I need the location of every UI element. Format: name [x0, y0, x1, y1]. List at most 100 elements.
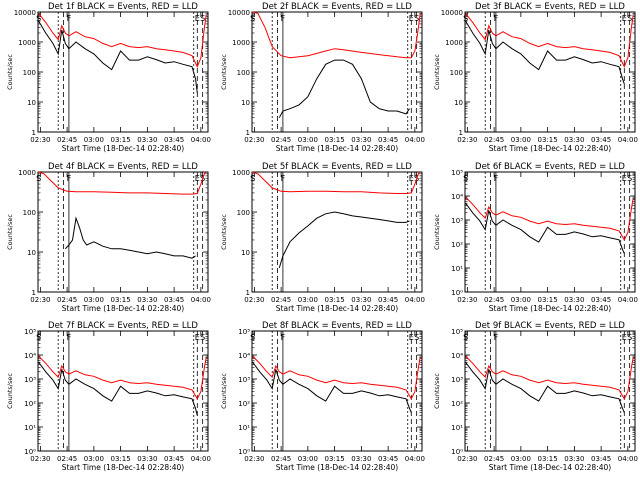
x-axis-label: Start Time (18-Dec-14 02:28:40) — [489, 463, 611, 472]
y-tick-label: 100 — [450, 69, 463, 77]
x-tick-label: 02:45 — [57, 136, 77, 144]
chart-title: Det 8f BLACK = Events, RED = LLD — [262, 321, 412, 331]
y-tick-label: 100 — [237, 69, 250, 77]
y-tick-label: 10 — [27, 249, 36, 257]
events-series-line — [64, 216, 196, 259]
x-tick-label: 03:00 — [84, 455, 104, 463]
chart-title: Det 6f BLACK = Events, RED = LLD — [475, 162, 625, 172]
x-tick-label: 02:30 — [457, 136, 477, 144]
events-series-line — [38, 361, 198, 416]
x-axis-label: Start Time (18-Dec-14 02:28:40) — [489, 144, 611, 153]
interval-marker-label: S — [463, 174, 468, 183]
y-axis-label: Counts/sec — [433, 54, 441, 90]
lld-series-line — [465, 13, 634, 68]
x-tick-label: 03:00 — [298, 136, 318, 144]
y-tick-label: 10¹ — [24, 424, 36, 432]
y-tick-label: 1 — [459, 129, 463, 137]
events-series-line — [278, 59, 410, 118]
x-tick-label: 03:15 — [111, 296, 131, 304]
x-tick-label: 03:45 — [591, 296, 611, 304]
y-tick-label: 1 — [246, 129, 250, 137]
plot-frame — [464, 171, 636, 293]
y-tick-label: 1000 — [18, 169, 36, 177]
x-tick-label: 04:00 — [191, 296, 211, 304]
y-tick-label: 10¹ — [451, 424, 463, 432]
y-tick-label: 10³ — [24, 376, 36, 384]
y-tick-label: 10⁵ — [238, 328, 250, 336]
x-tick-label: 02:45 — [271, 455, 291, 463]
x-tick-label: 02:30 — [244, 455, 264, 463]
x-tick-label: 02:30 — [30, 136, 50, 144]
x-tick-label: 04:00 — [405, 296, 425, 304]
y-tick-label: 1 — [32, 129, 36, 137]
plot-frame — [37, 171, 209, 293]
x-tick-label: 03:15 — [325, 296, 345, 304]
x-tick-label: 03:15 — [111, 136, 131, 144]
y-tick-label: 10³ — [238, 376, 250, 384]
chart-panel: Det 4f BLACK = Events, RED = LLD 1 10 100 10… — [6, 162, 211, 313]
interval-marker-label: F — [67, 14, 72, 23]
y-axis-label: Counts/sec — [433, 373, 441, 409]
chart-panel: Det 7f BLACK = Events, RED = LLD 10⁰ 10¹ 10… — [6, 321, 211, 472]
y-tick-label: 10000 — [14, 9, 36, 17]
y-tick-label: 10⁵ — [451, 169, 463, 177]
chart-panel: Det 5f BLACK = Events, RED = LLD 1 10 100 10… — [220, 162, 425, 313]
interval-marker-label: S — [200, 14, 205, 23]
x-tick-label: 03:00 — [84, 296, 104, 304]
interval-marker-label: S — [627, 174, 632, 183]
y-axis-label: Counts/sec — [6, 373, 14, 409]
interval-marker-label: F — [67, 333, 72, 342]
x-tick-label: 04:00 — [405, 136, 425, 144]
y-axis-label: Counts/sec — [6, 54, 14, 90]
y-tick-label: 10² — [451, 400, 463, 408]
x-tick-label: 03:30 — [351, 136, 371, 144]
interval-marker-label: S — [250, 174, 255, 183]
y-tick-label: 10000 — [228, 9, 250, 17]
chart-panel: Det 3f BLACK = Events, RED = LLD 1 10 100 10… — [433, 2, 638, 153]
interval-marker-label: S — [414, 333, 419, 342]
x-tick-label: 03:45 — [164, 296, 184, 304]
x-tick-label: 02:30 — [30, 455, 50, 463]
interval-marker-label: F — [67, 174, 72, 183]
x-tick-label: 02:45 — [484, 455, 504, 463]
interval-marker-label: F — [281, 14, 286, 23]
y-axis-label: Counts/sec — [220, 214, 228, 250]
x-tick-label: 03:00 — [511, 296, 531, 304]
y-tick-label: 1000 — [18, 39, 36, 47]
x-axis-label: Start Time (18-Dec-14 02:28:40) — [276, 463, 398, 472]
x-tick-label: 03:15 — [538, 296, 558, 304]
x-tick-label: 04:00 — [191, 136, 211, 144]
interval-marker-label: S — [36, 174, 41, 183]
x-tick-label: 03:45 — [164, 136, 184, 144]
interval-marker-label: S — [627, 14, 632, 23]
lld-series-line — [38, 355, 207, 400]
y-tick-label: 10³ — [451, 217, 463, 225]
x-tick-label: 03:45 — [378, 136, 398, 144]
x-tick-label: 03:00 — [511, 136, 531, 144]
y-tick-label: 10² — [24, 400, 36, 408]
x-tick-label: 02:45 — [57, 296, 77, 304]
x-tick-label: 04:00 — [618, 136, 638, 144]
x-axis-label: Start Time (18-Dec-14 02:28:40) — [62, 304, 184, 313]
chart-panel: Det 2f BLACK = Events, RED = LLD 1 10 100 10… — [220, 2, 425, 153]
events-series-line — [465, 202, 625, 254]
chart-panel: Det 6f BLACK = Events, RED = LLD 10⁰ 10¹ 10… — [433, 162, 638, 313]
interval-marker-label: S — [463, 14, 468, 23]
x-tick-label: 02:30 — [457, 296, 477, 304]
lld-series-line — [465, 196, 634, 241]
x-axis-label: Start Time (18-Dec-14 02:28:40) — [276, 304, 398, 313]
x-tick-label: 02:45 — [271, 296, 291, 304]
interval-marker-label: E — [195, 174, 200, 183]
x-tick-label: 02:30 — [244, 296, 264, 304]
interval-marker-label: F — [494, 333, 499, 342]
x-tick-label: 04:00 — [618, 296, 638, 304]
y-tick-label: 10⁵ — [451, 328, 463, 336]
x-axis-label: Start Time (18-Dec-14 02:28:40) — [62, 144, 184, 153]
y-tick-label: 10⁰ — [238, 448, 250, 456]
x-tick-label: 04:00 — [618, 455, 638, 463]
y-tick-label: 10⁰ — [24, 448, 36, 456]
interval-marker-label: S — [250, 14, 255, 23]
x-tick-label: 03:00 — [84, 136, 104, 144]
interval-marker-label: E — [622, 14, 627, 23]
